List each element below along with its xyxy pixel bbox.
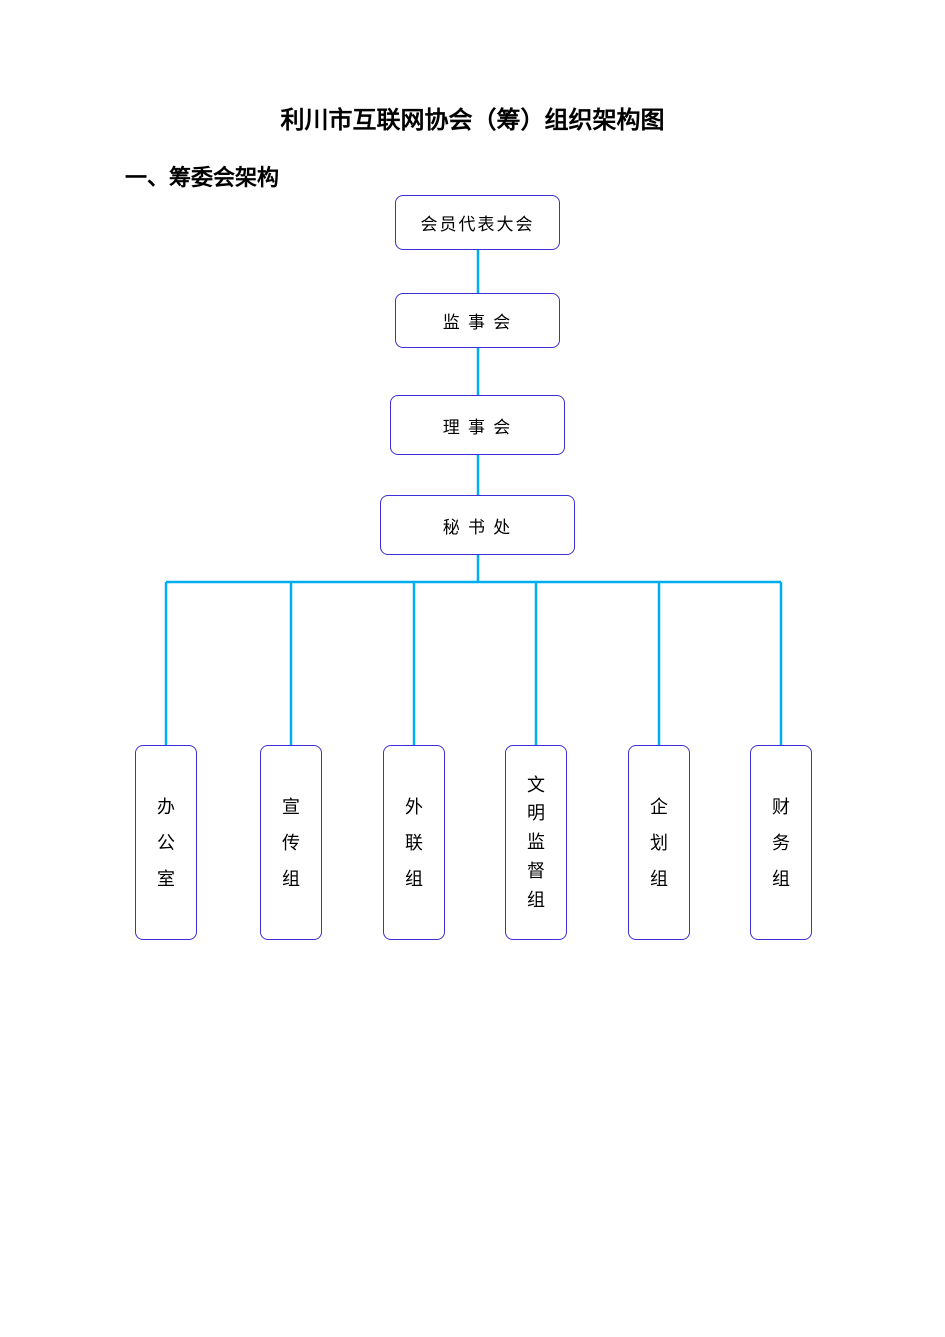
- org-node-n2: 监 事 会: [395, 293, 560, 348]
- page-title: 利川市互联网协会（筹）组织架构图: [0, 100, 945, 135]
- org-leaf-l6: 财务组: [750, 745, 812, 940]
- org-leaf-l2: 宣传组: [260, 745, 322, 940]
- org-node-label: 监 事 会: [443, 308, 513, 333]
- org-leaf-label: 办公室: [157, 789, 175, 897]
- org-node-label: 会员代表大会: [421, 210, 535, 235]
- org-leaf-label: 外联组: [405, 789, 423, 897]
- section-heading: 一、筹委会架构: [125, 160, 279, 192]
- org-leaf-l3: 外联组: [383, 745, 445, 940]
- org-leaf-label: 宣传组: [282, 789, 300, 897]
- org-leaf-l1: 办公室: [135, 745, 197, 940]
- org-leaf-l5: 企划组: [628, 745, 690, 940]
- org-node-n1: 会员代表大会: [395, 195, 560, 250]
- org-leaf-l4: 文明监督组: [505, 745, 567, 940]
- org-leaf-label: 文明监督组: [527, 771, 545, 915]
- org-node-n4: 秘 书 处: [380, 495, 575, 555]
- org-node-label: 理 事 会: [443, 413, 513, 438]
- org-leaf-label: 财务组: [772, 789, 790, 897]
- org-node-n3: 理 事 会: [390, 395, 565, 455]
- org-node-label: 秘 书 处: [443, 513, 513, 538]
- org-leaf-label: 企划组: [650, 789, 668, 897]
